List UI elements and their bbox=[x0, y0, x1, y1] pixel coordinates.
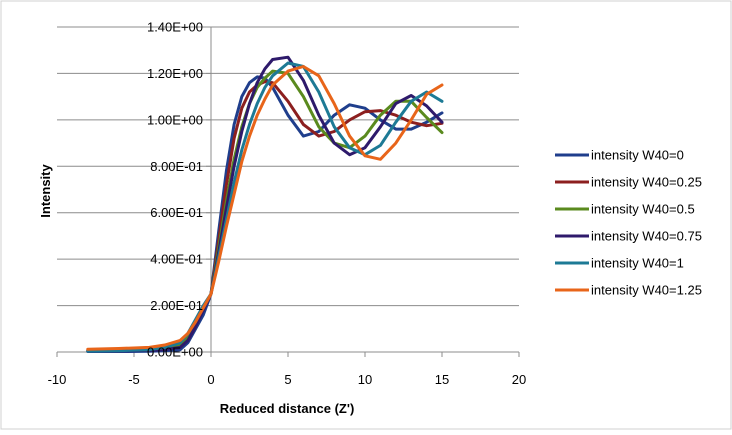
series-line-5 bbox=[86, 65, 444, 351]
y-tick-label: 6.00E-01 bbox=[150, 205, 203, 220]
x-axis-title: Reduced distance (Z') bbox=[220, 401, 355, 416]
y-tick-label: 4.00E-01 bbox=[150, 252, 203, 267]
series-line-0 bbox=[86, 75, 444, 353]
legend-label: intensity W40=0.5 bbox=[591, 202, 695, 217]
x-tick-label: 5 bbox=[284, 372, 291, 387]
y-tick-label: 8.00E-01 bbox=[150, 159, 203, 174]
x-tick-label: -10 bbox=[48, 372, 67, 387]
y-tick-label: 2.00E-01 bbox=[150, 298, 203, 313]
legend-label: intensity W40=0.75 bbox=[591, 229, 702, 244]
x-tick-label: 20 bbox=[512, 372, 526, 387]
legend: intensity W40=0 intensity W40=0.25 intensi… bbox=[555, 148, 702, 298]
legend-label: intensity W40=0 bbox=[591, 148, 684, 163]
legend-label: intensity W40=1 bbox=[591, 256, 684, 271]
series-line-3 bbox=[86, 55, 444, 353]
y-tick-label: 0.00E+00 bbox=[147, 345, 203, 360]
series-lines bbox=[86, 55, 444, 353]
x-tick-label: 0 bbox=[207, 372, 214, 387]
x-tick-label: 15 bbox=[435, 372, 449, 387]
y-tick-label: 1.40E+00 bbox=[147, 20, 203, 35]
y-axis-title: Intensity bbox=[38, 164, 53, 218]
tick-labels: 0.00E+00 2.00E-01 4.00E-01 6.00E-01 8.00E-01… bbox=[48, 20, 527, 388]
legend-label: intensity W40=0.25 bbox=[591, 175, 702, 190]
x-tick-label: 10 bbox=[358, 372, 372, 387]
x-tick-label: -5 bbox=[128, 372, 140, 387]
y-tick-label: 1.20E+00 bbox=[147, 66, 203, 81]
legend-label: intensity W40=1.25 bbox=[591, 283, 702, 298]
y-tick-label: 1.00E+00 bbox=[147, 112, 203, 127]
